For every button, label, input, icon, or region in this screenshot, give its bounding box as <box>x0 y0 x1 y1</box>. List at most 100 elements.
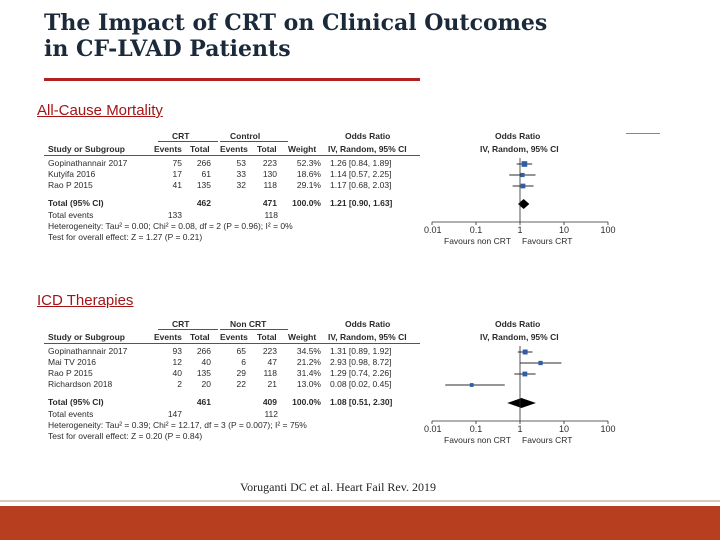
odds-ratio-header-right: Odds Ratio <box>495 319 541 329</box>
favours-left-label: Favours non CRT <box>444 435 511 445</box>
heterogeneity-text: Heterogeneity: Tau² = 0.00; Chi² = 0.08,… <box>48 221 293 231</box>
study-name: Rao P 2015 <box>48 180 93 190</box>
study-name: Gopinathannair 2017 <box>48 346 128 356</box>
weight-value: 34.5% <box>296 346 321 356</box>
weight-value: 52.3% <box>296 158 321 168</box>
section-label-mortality: All-Cause Mortality <box>37 102 163 119</box>
col-header-weight: Weight <box>288 144 317 154</box>
col-header-events-2: Events <box>220 332 248 342</box>
slide-title: The Impact of CRT on Clinical Outcomes i… <box>44 10 644 62</box>
total-events-label: Total events <box>48 210 94 220</box>
total-crt: 461 <box>196 397 211 407</box>
odds-ratio-header: Odds Ratio <box>345 319 391 329</box>
weight-value: 31.4% <box>296 368 321 378</box>
x-tick-label: 1 <box>517 424 523 434</box>
weight-value: 21.2% <box>296 357 321 367</box>
header-rule <box>44 155 420 156</box>
total-control: 47 <box>267 357 277 367</box>
forest-svg <box>431 158 609 225</box>
study-marker <box>520 172 525 178</box>
favours-right-label: Favours CRT <box>522 435 573 445</box>
x-tick-label: 0.01 <box>424 225 442 235</box>
total-control: 223 <box>262 158 277 168</box>
favours-left-label: Favours non CRT <box>444 236 511 246</box>
total-crt: 462 <box>196 198 211 208</box>
study-marker <box>538 360 543 366</box>
overall-effect-text: Test for overall effect: Z = 0.20 (P = 0… <box>48 431 203 441</box>
study-name: Mai TV 2016 <box>48 357 97 367</box>
total-control: 223 <box>262 346 277 356</box>
events-crt: 2 <box>177 379 182 389</box>
total-events-control: 118 <box>264 210 278 220</box>
ci-value: 1.17 [0.68, 2.03] <box>330 180 392 190</box>
col-header-method: IV, Random, 95% CI <box>328 332 407 342</box>
footer-divider <box>0 500 720 502</box>
odds-ratio-header-right: Odds Ratio <box>495 131 541 141</box>
events-control: 32 <box>236 180 246 190</box>
events-control: 65 <box>236 346 246 356</box>
study-name: Richardson 2018 <box>48 379 113 389</box>
total-control: 130 <box>262 169 277 179</box>
total-weight: 100.0% <box>292 397 321 407</box>
study-marker <box>469 383 474 387</box>
col-header-events-1: Events <box>154 332 182 342</box>
events-crt: 75 <box>172 158 182 168</box>
overall-effect-text: Test for overall effect: Z = 1.27 (P = 0… <box>48 232 203 242</box>
total-diamond <box>507 398 536 408</box>
group-header-left: CRT <box>172 319 190 329</box>
study-marker <box>522 349 528 355</box>
favours-right-label: Favours CRT <box>522 236 573 246</box>
total-ci: 1.08 [0.51, 2.30] <box>330 397 393 407</box>
col-header-method: IV, Random, 95% CI <box>328 144 407 154</box>
x-tick-label: 0.01 <box>424 424 442 434</box>
x-tick-label: 0.1 <box>469 225 483 235</box>
x-tick-label: 100 <box>600 424 616 434</box>
total-control: 118 <box>263 180 277 190</box>
total-crt: 61 <box>201 169 211 179</box>
col-header-total-1: Total <box>190 332 210 342</box>
total-label: Total (95% CI) <box>48 198 104 208</box>
section-label-icd: ICD Therapies <box>37 292 134 309</box>
study-name: Rao P 2015 <box>48 368 93 378</box>
x-tick-label: 1 <box>517 225 523 235</box>
title-underline <box>44 78 420 81</box>
ci-value: 1.29 [0.74, 2.26] <box>330 368 392 378</box>
study-marker <box>520 183 526 189</box>
x-tick-label: 0.1 <box>469 424 483 434</box>
col-header-weight: Weight <box>288 332 317 342</box>
slide-title-line-2: in CF-LVAD Patients <box>44 36 291 62</box>
total-events-crt: 133 <box>167 210 182 220</box>
forest-plot-icd: CRT Non CRT Odds Ratio Odds Ratio Study or S… <box>40 316 620 476</box>
forest-svg <box>431 346 609 424</box>
col-header-total-1: Total <box>190 144 210 154</box>
col-header-total-2: Total <box>257 144 277 154</box>
citation: Voruganti DC et al. Heart Fail Rev. 2019 <box>240 480 436 494</box>
weight-value: 18.6% <box>296 169 321 179</box>
events-control: 53 <box>236 158 246 168</box>
ci-value: 2.93 [0.98, 8.72] <box>330 357 392 367</box>
events-control: 6 <box>241 357 246 367</box>
total-diamond <box>517 199 530 209</box>
total-crt: 266 <box>196 346 211 356</box>
weight-value: 13.0% <box>296 379 321 389</box>
col-header-study: Study or Subgroup <box>48 332 125 342</box>
col-header-study: Study or Subgroup <box>48 144 125 154</box>
events-control: 29 <box>236 368 246 378</box>
col-header-total-2: Total <box>257 332 277 342</box>
ci-value: 1.14 [0.57, 2.25] <box>330 169 392 179</box>
col-header-events-1: Events <box>154 144 182 154</box>
header-underline-control <box>220 329 288 330</box>
events-crt: 40 <box>172 368 182 378</box>
header-rule <box>44 343 420 344</box>
ci-value: 0.08 [0.02, 0.45] <box>330 379 392 389</box>
group-header-left: CRT <box>172 131 190 141</box>
weight-value: 29.1% <box>296 180 321 190</box>
total-ci: 1.21 [0.90, 1.63] <box>330 198 393 208</box>
total-control: 118 <box>263 368 277 378</box>
total-crt: 266 <box>196 158 211 168</box>
study-name: Kutyifa 2016 <box>48 169 96 179</box>
ci-value: 1.31 [0.89, 1.92] <box>330 346 392 356</box>
events-crt: 17 <box>172 169 182 179</box>
events-control: 22 <box>236 379 246 389</box>
header-underline-crt <box>158 141 218 142</box>
